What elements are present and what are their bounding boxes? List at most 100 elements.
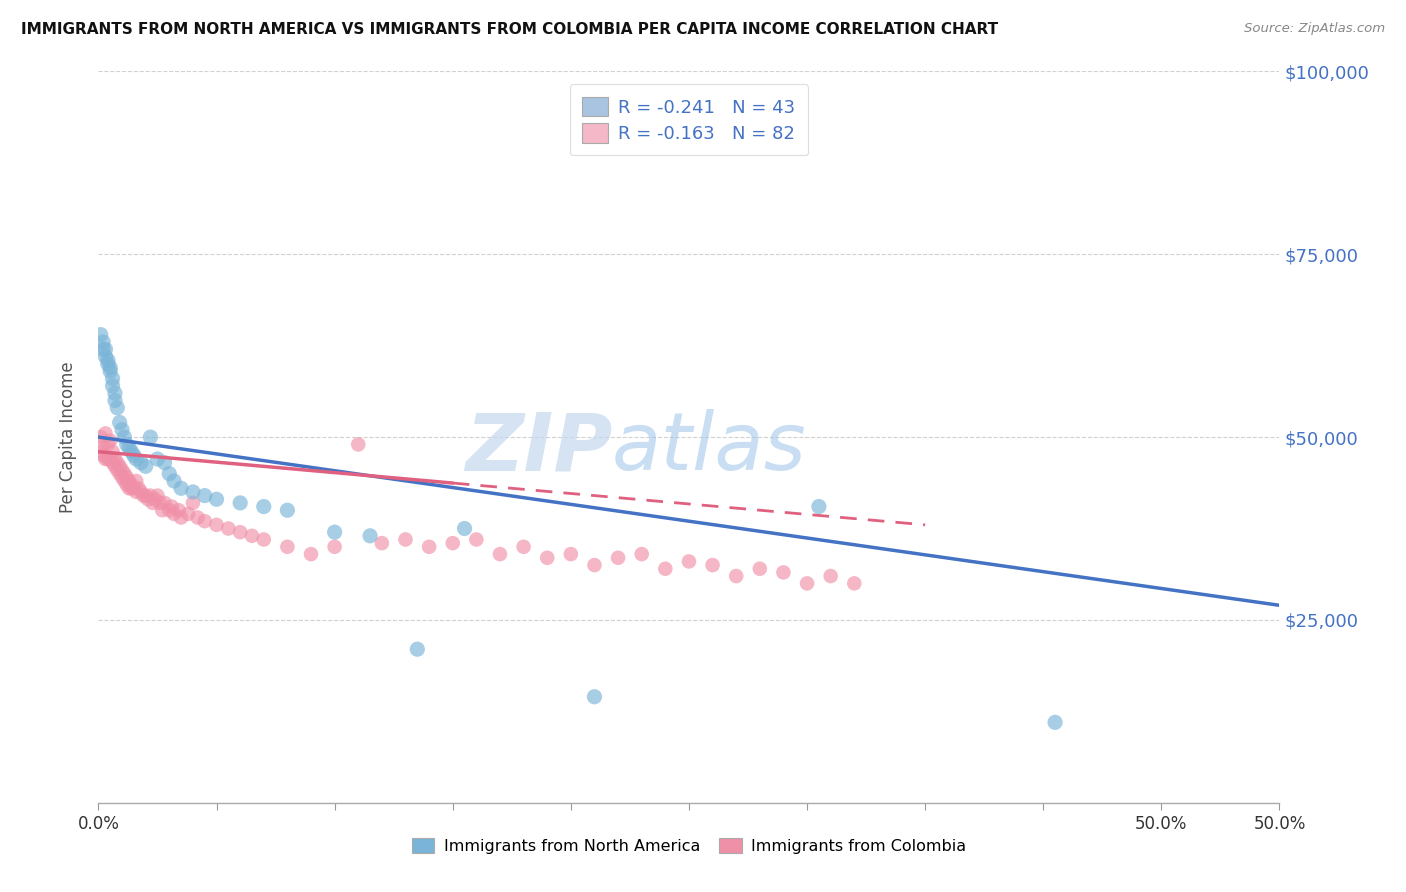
Point	[101, 456, 124, 470]
Point	[217, 521, 239, 535]
Point	[112, 430, 135, 444]
Point	[104, 393, 127, 408]
Point	[90, 430, 112, 444]
Point	[512, 540, 534, 554]
Point	[194, 489, 217, 503]
Point	[118, 474, 141, 488]
Point	[323, 525, 346, 540]
Point	[118, 441, 141, 455]
Point	[150, 503, 173, 517]
Point	[101, 379, 124, 393]
Point	[128, 481, 150, 495]
Point	[146, 452, 169, 467]
Text: ZIP: ZIP	[465, 409, 612, 487]
Text: atlas: atlas	[612, 409, 807, 487]
Point	[115, 477, 138, 491]
Point	[630, 547, 652, 561]
Point	[129, 456, 152, 470]
Point	[702, 558, 724, 573]
Point	[121, 477, 143, 491]
Point	[132, 489, 155, 503]
Point	[163, 474, 186, 488]
Point	[253, 533, 276, 547]
Point	[170, 510, 193, 524]
Point	[146, 489, 169, 503]
Point	[122, 481, 145, 495]
Point	[1043, 715, 1066, 730]
Point	[820, 569, 842, 583]
Point	[796, 576, 818, 591]
Y-axis label: Per Capita Income: Per Capita Income	[59, 361, 77, 513]
Point	[276, 540, 298, 554]
Point	[108, 459, 131, 474]
Point	[91, 448, 114, 462]
Point	[98, 434, 121, 448]
Point	[98, 364, 121, 378]
Point	[139, 489, 162, 503]
Point	[104, 459, 127, 474]
Point	[91, 343, 114, 357]
Point	[104, 452, 127, 467]
Point	[229, 525, 252, 540]
Point	[181, 484, 204, 499]
Point	[170, 481, 193, 495]
Point	[90, 444, 112, 458]
Point	[157, 503, 180, 517]
Point	[105, 401, 128, 415]
Text: Source: ZipAtlas.com: Source: ZipAtlas.com	[1244, 22, 1385, 36]
Point	[406, 642, 429, 657]
Point	[181, 496, 204, 510]
Point	[536, 550, 558, 565]
Point	[97, 353, 120, 368]
Point	[807, 500, 830, 514]
Point	[108, 467, 131, 481]
Point	[142, 496, 165, 510]
Point	[111, 423, 134, 437]
Point	[725, 569, 748, 583]
Point	[160, 500, 183, 514]
Point	[205, 517, 228, 532]
Point	[129, 484, 152, 499]
Point	[489, 547, 512, 561]
Point	[654, 562, 676, 576]
Point	[194, 514, 217, 528]
Point	[418, 540, 440, 554]
Point	[441, 536, 464, 550]
Point	[139, 430, 162, 444]
Point	[97, 437, 120, 451]
Point	[115, 437, 138, 451]
Point	[97, 357, 120, 371]
Point	[163, 507, 186, 521]
Point	[94, 426, 117, 441]
Point	[111, 470, 134, 484]
Point	[177, 507, 200, 521]
Legend: Immigrants from North America, Immigrants from Colombia: Immigrants from North America, Immigrant…	[405, 831, 973, 861]
Point	[157, 467, 180, 481]
Point	[149, 496, 172, 510]
Point	[121, 481, 143, 495]
Point	[678, 554, 700, 568]
Point	[453, 521, 475, 535]
Point	[844, 576, 866, 591]
Point	[359, 529, 381, 543]
Point	[347, 437, 370, 451]
Point	[135, 489, 157, 503]
Point	[122, 448, 145, 462]
Point	[607, 550, 630, 565]
Point	[394, 533, 416, 547]
Point	[121, 444, 143, 458]
Point	[560, 547, 582, 561]
Text: IMMIGRANTS FROM NORTH AMERICA VS IMMIGRANTS FROM COLOMBIA PER CAPITA INCOME CORR: IMMIGRANTS FROM NORTH AMERICA VS IMMIGRA…	[21, 22, 998, 37]
Point	[371, 536, 394, 550]
Point	[125, 452, 148, 467]
Point	[98, 452, 121, 467]
Point	[153, 456, 176, 470]
Point	[90, 327, 112, 342]
Point	[97, 452, 120, 467]
Point	[153, 496, 176, 510]
Point	[748, 562, 770, 576]
Point	[276, 503, 298, 517]
Point	[167, 503, 190, 517]
Point	[101, 371, 124, 385]
Point	[91, 437, 114, 451]
